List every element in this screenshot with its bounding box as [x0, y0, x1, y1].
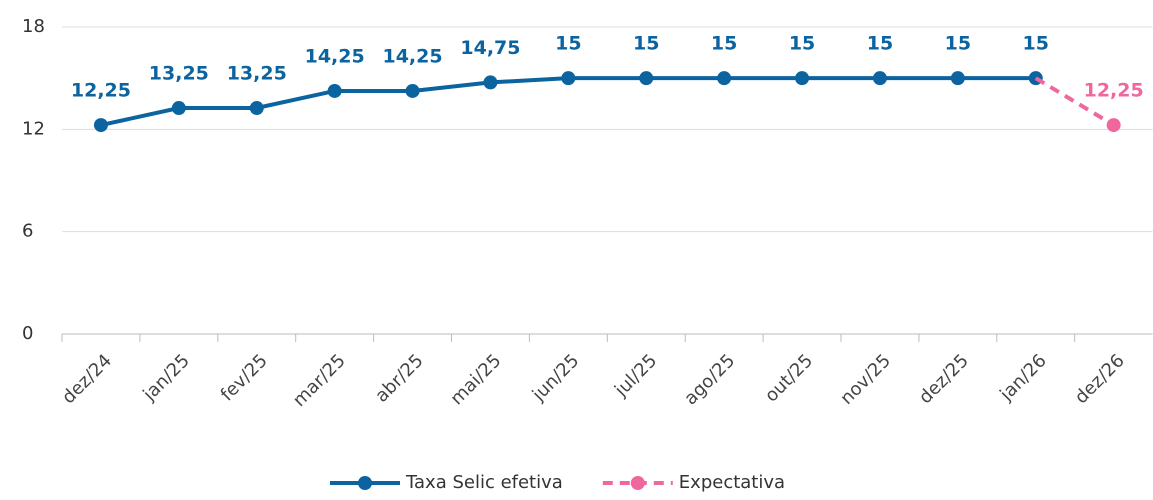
data-label: 12,25 [71, 80, 131, 102]
data-point [327, 83, 342, 98]
legend-label: Expectativa [679, 472, 785, 493]
data-label: 15 [789, 33, 815, 55]
legend-label: Taxa Selic efetiva [405, 472, 563, 493]
y-tick-label: 0 [22, 323, 33, 344]
data-point [405, 83, 420, 98]
data-point [950, 71, 965, 86]
data-label: 12,25 [1084, 80, 1144, 102]
data-label: 14,25 [305, 45, 365, 67]
x-tick-label: jan/25 [138, 350, 193, 405]
data-point [872, 71, 887, 86]
data-label: 13,25 [227, 63, 287, 85]
x-tick-label: out/25 [761, 350, 817, 406]
x-tick-label: nov/25 [836, 350, 895, 409]
x-tick-label: fev/25 [217, 350, 272, 405]
data-label: 15 [555, 33, 581, 55]
data-label: 13,25 [149, 63, 209, 85]
data-point [483, 75, 498, 90]
x-tick-label: dez/24 [58, 350, 116, 408]
series-line [100, 76, 1036, 128]
data-label: 15 [1023, 33, 1049, 55]
y-tick-label: 18 [22, 16, 45, 37]
data-point [717, 71, 732, 86]
series-line [1034, 76, 1115, 127]
data-label: 14,75 [460, 37, 520, 59]
data-point [171, 101, 186, 116]
data-point [249, 101, 264, 116]
data-label: 15 [711, 33, 737, 55]
data-label: 15 [633, 33, 659, 55]
x-tick-label: jun/25 [528, 350, 584, 406]
x-tick-label: mar/25 [289, 350, 350, 411]
x-tick-label: jul/25 [610, 350, 661, 401]
x-tick-label: dez/26 [1071, 350, 1129, 408]
data-label: 15 [867, 33, 893, 55]
x-tick-label: jan/26 [995, 350, 1050, 405]
data-point [795, 71, 810, 86]
data-point [93, 118, 108, 133]
data-point [561, 71, 576, 86]
x-tick-label: dez/25 [915, 350, 973, 408]
x-tick-label: abr/25 [371, 350, 427, 406]
data-point [639, 71, 654, 86]
legend-marker [358, 476, 372, 490]
y-tick-label: 6 [22, 221, 33, 242]
x-tick-label: mai/25 [446, 350, 505, 409]
data-point [1106, 118, 1121, 133]
data-label: 15 [945, 33, 971, 55]
legend-marker [630, 476, 645, 490]
data-label: 14,25 [382, 45, 442, 67]
y-tick-label: 12 [22, 118, 45, 139]
x-tick-label: ago/25 [680, 350, 739, 409]
